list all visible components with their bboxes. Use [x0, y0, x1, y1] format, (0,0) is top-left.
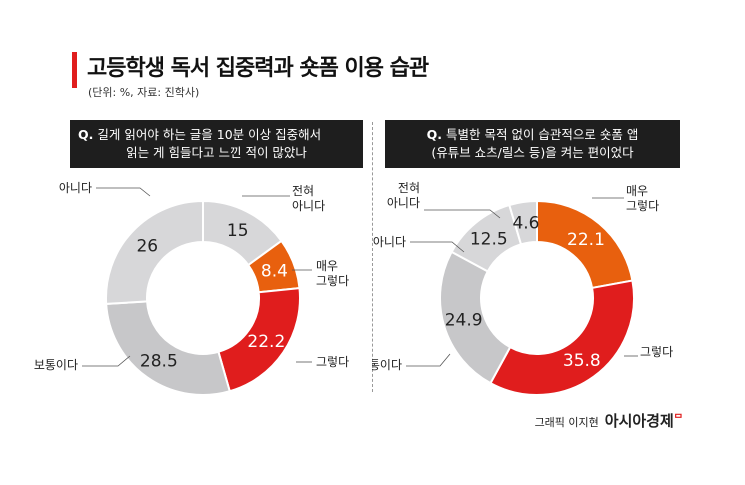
title-accent-bar — [72, 52, 77, 88]
category-label-right-2-0: 보통이다 — [372, 358, 402, 372]
page-title: 고등학생 독서 집중력과 숏폼 이용 습관 — [87, 56, 429, 81]
slice-value-right-1: 35.8 — [563, 351, 601, 371]
slice-value-left-4: 26 — [136, 237, 158, 257]
leader-line-right-2 — [406, 353, 451, 367]
category-label-left-0-0: 전혀 — [292, 184, 314, 198]
slice-right-1 — [489, 279, 635, 396]
category-label-right-0-0: 매우 — [626, 184, 648, 198]
leader-line-right-4 — [424, 209, 501, 219]
question-left-line-2: 읽는 게 힘들다고 느낀 적이 많았나 — [126, 145, 307, 160]
question-mark-right: Q. — [426, 127, 442, 142]
panel-divider — [372, 122, 373, 392]
slice-value-right-4: 4.6 — [512, 213, 539, 233]
question-left-line-1: 길게 읽어야 하는 글을 10분 이상 집중해서 — [97, 127, 322, 142]
category-label-right-0-1: 그렇다 — [626, 198, 659, 213]
brand-mark-icon: ᄆ — [673, 414, 683, 425]
category-label-left-3-0: 보통이다 — [34, 358, 78, 372]
source-note: (단위: %, 자료: 진학사) — [88, 86, 200, 99]
slice-value-left-0: 15 — [227, 221, 249, 241]
slice-value-left-2: 22.2 — [247, 332, 285, 352]
slice-value-right-0: 22.1 — [567, 230, 605, 250]
category-label-left-2-0: 그렇다 — [316, 354, 349, 369]
credit: 그래픽 이지현 아시아경제ᄆ — [535, 410, 683, 431]
brand-logo: 아시아경제ᄆ — [604, 412, 683, 430]
slice-value-left-3: 28.5 — [140, 351, 178, 371]
category-label-right-3-0: 아니다 — [373, 235, 406, 249]
slice-value-left-1: 8.4 — [261, 262, 288, 282]
slice-left-4 — [105, 199, 204, 305]
credit-text: 그래픽 이지현 — [534, 416, 599, 429]
question-right-line-2: (유튜브 쇼츠/릴스 등)을 켜는 편이었다 — [431, 145, 634, 160]
category-label-left-4-0: 아니다 — [59, 181, 92, 195]
question-right-line-1: 특별한 목적 없이 습관적으로 숏폼 앱 — [446, 127, 639, 142]
category-label-right-1-0: 그렇다 — [640, 344, 673, 359]
slice-value-right-3: 12.5 — [470, 230, 508, 250]
leader-line-right-3 — [410, 241, 465, 253]
leader-line-left-3 — [82, 355, 131, 367]
slice-left-3 — [105, 300, 231, 396]
question-mark-left: Q. — [78, 127, 94, 142]
category-label-left-0-1: 아니다 — [292, 199, 325, 213]
slice-right-4 — [508, 199, 538, 246]
category-label-left-1-1: 그렇다 — [316, 273, 349, 288]
leader-line-left-4 — [96, 187, 151, 197]
question-box-left: Q. 길게 읽어야 하는 글을 10분 이상 집중해서 읽는 게 힘들다고 느낀 … — [70, 120, 363, 168]
category-label-left-1-0: 매우 — [316, 259, 338, 273]
question-box-right: Q. 특별한 목적 없이 습관적으로 숏폼 앱 (유튜브 쇼츠/릴스 등)을 켜는… — [385, 120, 680, 168]
category-label-right-4-0: 전혀 — [398, 181, 420, 195]
category-label-right-4-1: 아니다 — [387, 196, 420, 210]
slice-value-right-2: 24.9 — [445, 311, 483, 331]
